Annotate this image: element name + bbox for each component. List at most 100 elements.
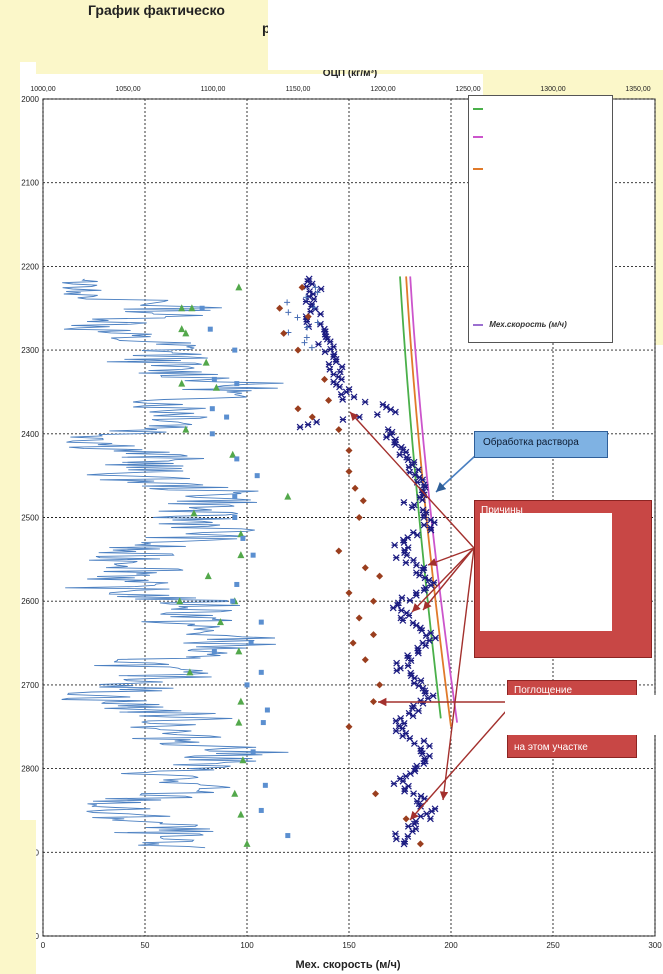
rop-point (339, 416, 347, 423)
plus-point (311, 304, 318, 311)
legend-item-2 (473, 132, 487, 141)
callout-causes-line: Причины (481, 505, 523, 516)
diamond-point (335, 426, 343, 434)
rop-point (332, 358, 340, 366)
rop-point (399, 724, 406, 732)
square-point (199, 305, 205, 311)
square-point (264, 707, 270, 713)
rop-point (422, 689, 429, 697)
diamond-point (359, 497, 367, 505)
rop-point (425, 742, 433, 750)
arrow-causes (411, 547, 475, 613)
callout-treatment: Обработка раствора (474, 431, 608, 458)
rop-point (390, 780, 398, 788)
diamond-point (376, 572, 384, 580)
square-point (232, 494, 238, 500)
plus-point (303, 334, 310, 341)
rop-point (338, 363, 346, 371)
rop-point (424, 694, 432, 702)
rop-point (400, 840, 408, 848)
legend-label-4: Мех.скорость (м/ч) (489, 320, 567, 329)
plus-point (285, 309, 292, 316)
triangle-point (237, 697, 245, 705)
diamond-point (335, 547, 343, 555)
rop-point (422, 632, 430, 639)
square-point (209, 406, 215, 412)
rop-point (403, 551, 411, 559)
rop-point (321, 348, 329, 356)
plot-series (61, 275, 459, 849)
diamond-point (345, 723, 353, 731)
legend-item-1 (473, 104, 487, 113)
rop-point (392, 554, 400, 562)
triangle-point (235, 283, 243, 291)
y-tick-label: 2300 (21, 346, 39, 355)
square-point (211, 376, 217, 382)
rop-point (414, 466, 422, 474)
rop-point (400, 539, 408, 547)
rop-point (304, 421, 312, 429)
diamond-point (355, 514, 363, 521)
diamond-point (345, 467, 353, 475)
rop-point (315, 340, 322, 348)
rop-point (410, 790, 417, 798)
rop-point (420, 737, 428, 745)
square-point (234, 581, 240, 587)
square-point (234, 381, 240, 387)
legend-swatch-orange (473, 167, 483, 170)
rop-point (327, 345, 335, 353)
x-bottom-tick-label: 50 (141, 941, 150, 950)
series-squares (199, 305, 291, 839)
square-point (224, 414, 230, 420)
rop-point (336, 368, 344, 376)
legend-swatch-green (473, 107, 483, 110)
arrow-treatment (435, 455, 476, 493)
rop-point (389, 604, 397, 612)
rop-point (406, 596, 414, 604)
diamond-point (355, 614, 363, 622)
x-bottom-tick-label: 100 (240, 941, 254, 950)
legend-swatch-purple (473, 323, 483, 326)
diamond-point (325, 396, 333, 404)
rop-point (422, 642, 430, 649)
rop-point (393, 667, 401, 675)
rop-point (417, 677, 425, 685)
x-bottom-tick-label: 250 (546, 941, 560, 950)
rop-point (337, 391, 345, 398)
square-point (230, 598, 236, 604)
rop-point (392, 408, 399, 416)
triangle-point (212, 383, 220, 391)
callout-loss-cover (505, 695, 657, 735)
rop-point (418, 496, 426, 504)
callout-causes-cover (480, 513, 612, 631)
series-triangles (176, 283, 292, 847)
triangle-point (186, 668, 194, 676)
rop-point (430, 519, 438, 526)
y-tick-label: 2000 (21, 95, 39, 104)
rop-point (423, 810, 431, 818)
rop-point (420, 760, 428, 768)
legend-swatch-magenta (473, 135, 483, 138)
rop-point (425, 637, 433, 644)
title-cover (268, 0, 663, 70)
series-plus-markers (284, 284, 321, 351)
plus-point (314, 289, 321, 296)
y-tick-label: 2500 (21, 514, 39, 523)
rop-point (418, 750, 426, 757)
legend-item-3 (473, 164, 487, 173)
diamond-point (369, 631, 377, 639)
x-bottom-tick-label: 0 (41, 941, 46, 950)
triangle-point (243, 839, 251, 847)
rop-point (396, 451, 404, 459)
x-top-tick-label: 1350,00 (625, 86, 650, 93)
rop-point (404, 662, 412, 670)
diamond-point (345, 589, 353, 597)
diamond-point (416, 840, 424, 848)
triangle-point (237, 810, 245, 818)
diamond-point (361, 564, 369, 572)
rop-point (402, 559, 410, 567)
rop-point (302, 298, 310, 305)
rop-point (410, 820, 418, 828)
rop-point (317, 285, 325, 293)
series-trend-line (399, 276, 442, 719)
